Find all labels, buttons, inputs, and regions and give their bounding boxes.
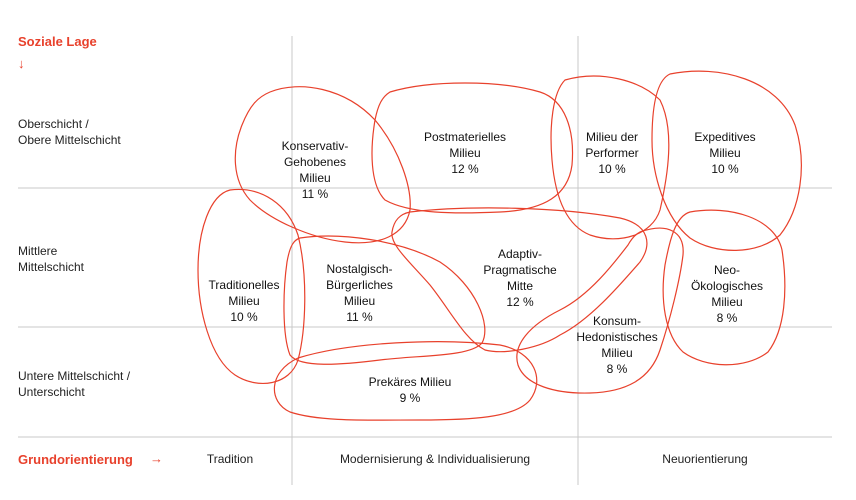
milieu-outlines <box>197 70 802 421</box>
row-label-middle: Mittlere Mittelschicht <box>18 244 85 274</box>
outline-nostalgisch-buergerliches <box>283 235 486 365</box>
milieu-neo-oekologisches: Neo- Ökologisches Milieu 8 % <box>690 263 764 325</box>
row-label-lower: Untere Mittelschicht / Unterschicht <box>18 369 131 399</box>
outline-prekaeres <box>273 341 538 421</box>
column-label-neuorientierung: Neuorientierung <box>662 452 748 466</box>
outline-performer <box>550 75 670 240</box>
x-axis-title: Grundorientierung <box>18 452 133 467</box>
outline-neo-oekologisches <box>662 209 786 366</box>
column-label-tradition: Tradition <box>206 452 254 466</box>
outline-postmaterielles <box>371 82 574 214</box>
row-label-upper: Oberschicht / Obere Mittelschicht <box>18 117 121 147</box>
column-label-modernisierung: Modernisierung & Individualisierung <box>339 452 531 466</box>
right-arrow-icon: → <box>150 451 163 466</box>
milieu-traditionelles: Traditionelles Milieu 10 % <box>208 278 280 324</box>
milieu-nostalgisch-buergerliches: Nostalgisch- Bürgerliches Milieu 11 % <box>326 262 393 324</box>
outline-konservativ-gehobenes <box>234 86 411 244</box>
outline-adaptiv-pragmatisch <box>391 207 648 353</box>
milieu-adaptiv-pragmatisch: Adaptiv- Pragmatische Mitte 12 % <box>483 247 557 309</box>
milieu-postmaterielles: Postmaterielles Milieu 12 % <box>423 130 507 176</box>
milieu-expeditives: Expeditives Milieu 10 % <box>694 130 756 176</box>
down-arrow-icon: ↓ <box>18 56 25 71</box>
outline-expeditives <box>651 70 802 251</box>
grid-lines <box>18 36 832 485</box>
milieu-prekaeres: Prekäres Milieu 9 % <box>368 375 452 405</box>
y-axis-title: Soziale Lage <box>18 34 97 49</box>
milieu-konsum-hedonistisch: Konsum- Hedonistisches Milieu 8 % <box>576 314 658 376</box>
milieu-konservativ-gehobenes: Konservativ- Gehobenes Milieu 11 % <box>281 139 349 201</box>
milieu-performer: Milieu der Performer 10 % <box>585 130 639 176</box>
outline-konsum-hedonistisch <box>516 227 684 394</box>
